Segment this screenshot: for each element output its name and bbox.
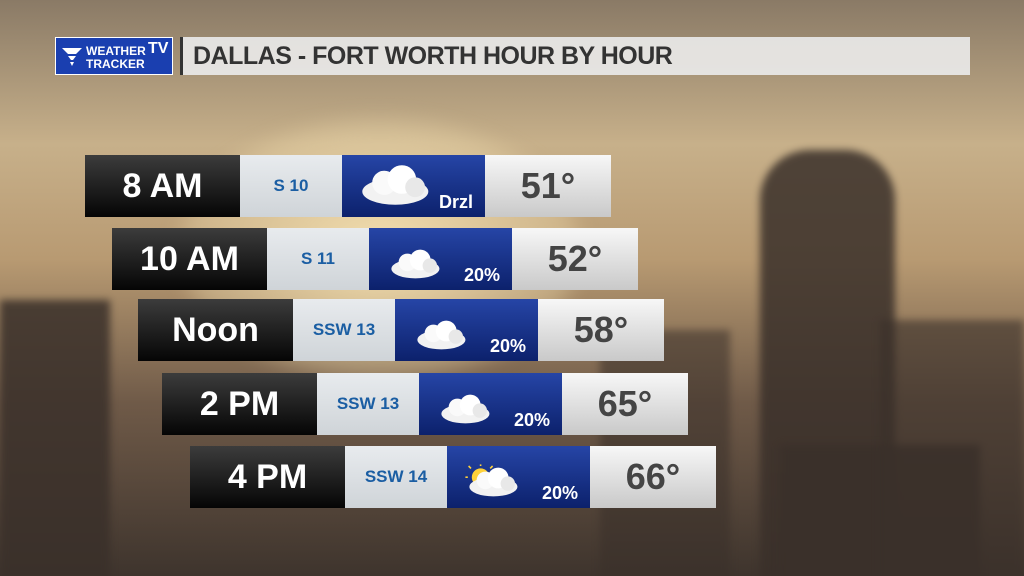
temperature: 66° <box>590 446 716 508</box>
condition-cell: 20% <box>369 228 512 290</box>
weather-icon <box>362 165 429 205</box>
condition-label: 20% <box>463 265 500 285</box>
condition-label: 20% <box>489 336 526 356</box>
condition-cell: 20% <box>395 299 538 361</box>
temperature: 65° <box>562 373 688 435</box>
condition-label: Drzl <box>438 192 473 212</box>
temperature: 52° <box>512 228 638 290</box>
building <box>880 320 1024 576</box>
logo-text: TRACKER <box>86 57 145 71</box>
forecast-row: 8 AM S 10 Drzl 51° <box>85 155 611 217</box>
building <box>0 300 110 576</box>
wind-label: SSW 14 <box>345 446 447 508</box>
temperature: 58° <box>538 299 664 361</box>
weather-icon <box>441 394 490 424</box>
forecast-row: 4 PM SSW 14 20% 66° <box>190 446 716 508</box>
time-label: 10 AM <box>112 228 267 290</box>
time-label: 4 PM <box>190 446 345 508</box>
title: DALLAS - FORT WORTH HOUR BY HOUR <box>180 37 970 75</box>
logo-icon <box>62 48 82 66</box>
time-label: Noon <box>138 299 293 361</box>
temperature: 51° <box>485 155 611 217</box>
forecast-row: 2 PM SSW 13 20% 65° <box>162 373 688 435</box>
time-label: 2 PM <box>162 373 317 435</box>
condition-cell: 20% <box>419 373 562 435</box>
logo-badge: TV <box>148 40 169 57</box>
logo: WEATHER TV TRACKER <box>55 37 173 75</box>
wind-label: S 11 <box>267 228 369 290</box>
condition-cell: Drzl <box>342 155 485 217</box>
weather-icon <box>417 320 466 350</box>
forecast-row: Noon SSW 13 20% 58° <box>138 299 664 361</box>
wind-label: SSW 13 <box>293 299 395 361</box>
condition-label: 20% <box>541 483 578 503</box>
wind-label: SSW 13 <box>317 373 419 435</box>
condition-label: 20% <box>513 410 550 430</box>
wind-label: S 10 <box>240 155 342 217</box>
forecast-row: 10 AM S 11 20% 52° <box>112 228 638 290</box>
condition-cell: 20% <box>447 446 590 508</box>
logo-text: WEATHER <box>86 44 146 58</box>
weather-icon <box>391 249 440 279</box>
time-label: 8 AM <box>85 155 240 217</box>
weather-icon <box>465 464 518 497</box>
